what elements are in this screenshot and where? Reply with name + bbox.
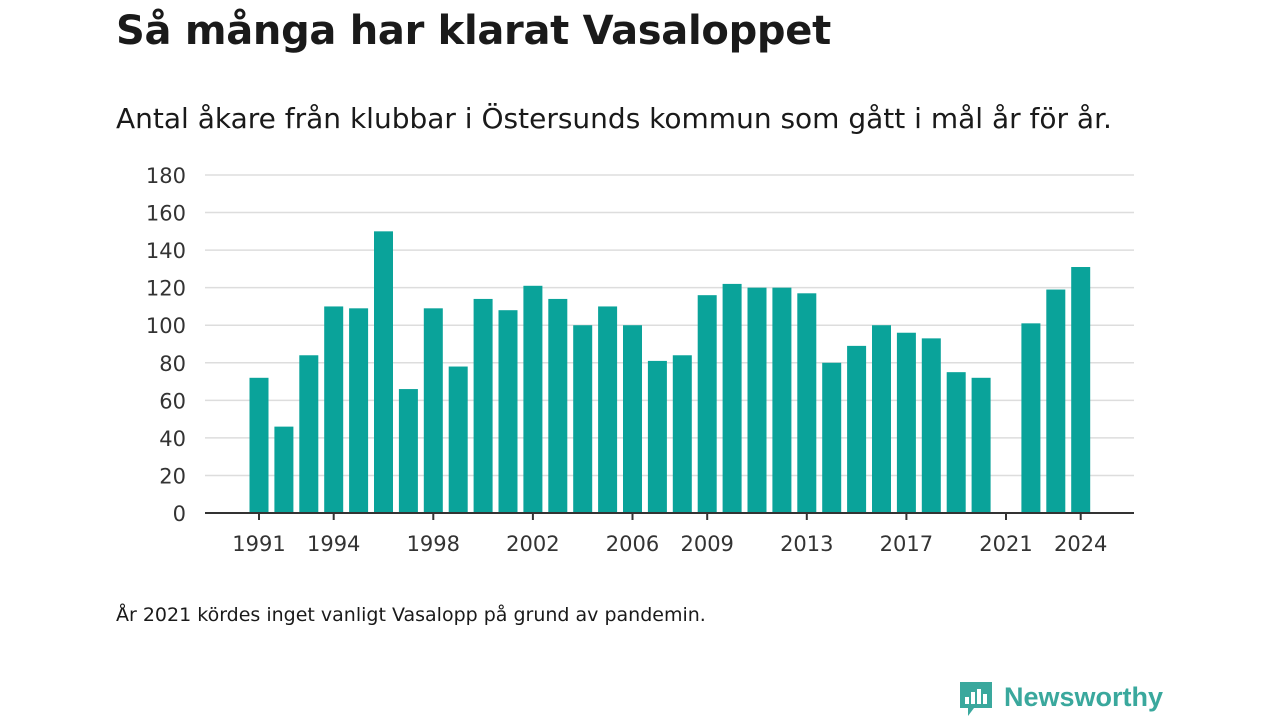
bar (921, 338, 941, 513)
brand-logo: Newsworthy (958, 680, 1163, 720)
x-tick-label: 2006 (606, 532, 659, 556)
x-tick-label: 2002 (506, 532, 559, 556)
bar (797, 293, 817, 513)
bar (822, 362, 842, 513)
bar (623, 325, 642, 513)
bar (1071, 267, 1091, 513)
grid-lines (205, 174, 1134, 477)
bar (473, 298, 493, 513)
bar (573, 325, 593, 513)
bar (847, 345, 867, 513)
bar (598, 306, 618, 513)
footnote: År 2021 kördes inget vanligt Vasalopp på… (116, 604, 706, 626)
bar (672, 355, 692, 513)
bar (523, 285, 543, 513)
newsworthy-logo-icon (960, 682, 992, 716)
x-tick-label: 2024 (1054, 532, 1107, 556)
chart-subtitle: Antal åkare från klubbar i Östersunds ko… (116, 102, 1112, 135)
bars (249, 231, 1091, 514)
axes (205, 512, 1134, 520)
y-tick-label: 160 (146, 202, 186, 226)
bar (324, 306, 344, 513)
bar (249, 377, 269, 513)
y-tick-label: 120 (146, 277, 186, 301)
bar (971, 377, 991, 513)
y-tick-label: 100 (146, 314, 186, 338)
bar (548, 298, 568, 513)
bar (697, 295, 717, 513)
x-tick-label: 2009 (680, 532, 733, 556)
bar-chart: 0 20 40 60 80 100 120 140 160 180 1991 1994 1998 2002… (146, 164, 1134, 556)
brand-name: Newsworthy (1004, 682, 1164, 712)
y-tick-label: 20 (159, 464, 186, 488)
x-tick-label: 2017 (880, 532, 933, 556)
x-tick-label: 1998 (407, 532, 460, 556)
y-tick-label: 40 (159, 427, 186, 451)
x-tick-label: 2013 (780, 532, 833, 556)
bar (349, 308, 369, 513)
bar (896, 332, 916, 513)
chart-title: Så många har klarat Vasaloppet (116, 8, 831, 54)
bar (872, 325, 891, 513)
bar (1046, 289, 1066, 513)
y-tick-label: 140 (146, 239, 186, 263)
bar (299, 355, 319, 513)
bar (747, 287, 767, 513)
bar (1021, 323, 1041, 513)
x-tick-label: 1991 (232, 532, 285, 556)
bar (772, 287, 792, 513)
y-tick-label: 80 (159, 352, 186, 376)
bar (722, 283, 742, 513)
bar (448, 366, 468, 513)
y-tick-label: 180 (146, 164, 186, 188)
bar (374, 231, 393, 514)
y-tick-label: 60 (159, 389, 186, 413)
bar (398, 389, 418, 513)
x-tick-label: 1994 (307, 532, 360, 556)
bar (946, 372, 966, 513)
tick-labels: 0 20 40 60 80 100 120 140 160 180 1991 1994 1998 2002… (146, 164, 1108, 556)
y-tick-label: 0 (173, 502, 186, 526)
bar (423, 308, 443, 513)
bar (498, 310, 518, 513)
x-tick-label: 2021 (979, 532, 1032, 556)
bar (274, 426, 294, 513)
bar (647, 360, 667, 513)
